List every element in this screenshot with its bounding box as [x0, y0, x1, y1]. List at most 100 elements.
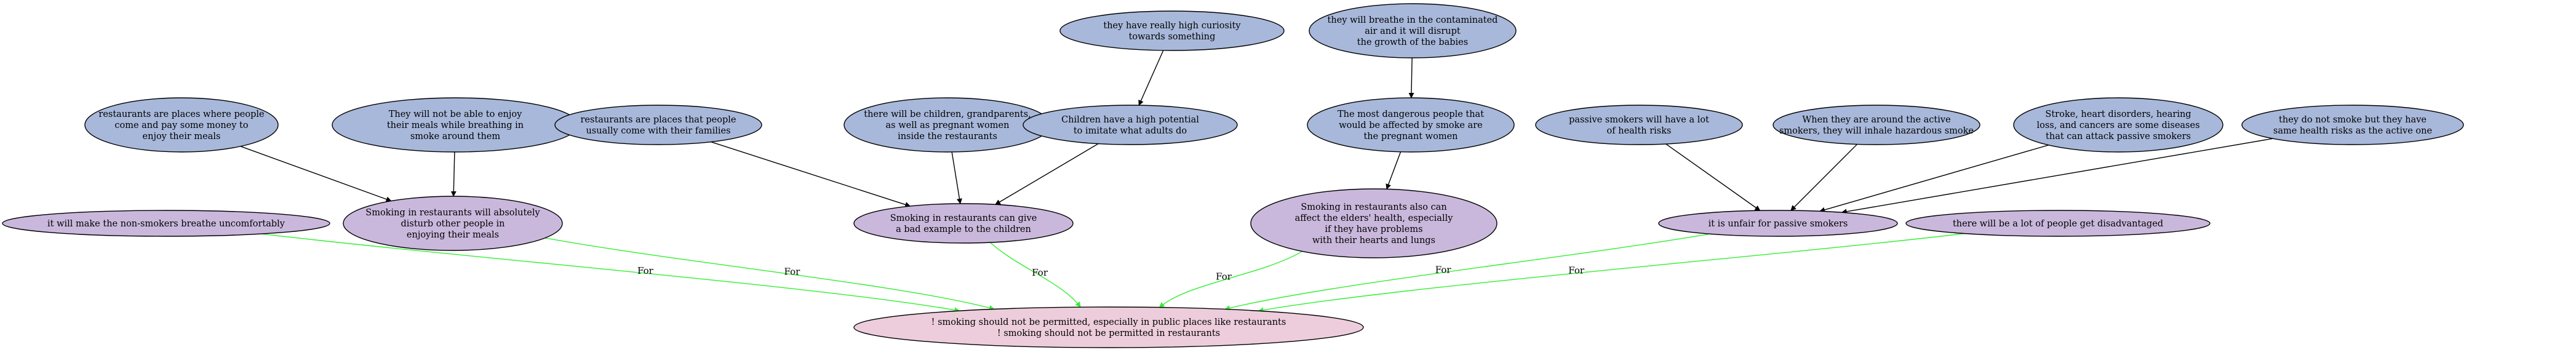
node-label-line: Smoking in restaurants also can: [1301, 202, 1446, 212]
edge-line: [544, 237, 995, 311]
node-ellipse: [84, 97, 279, 153]
node-label-line: Smoking in restaurants can give: [890, 213, 1037, 223]
node-label-line: restaurants are places that people: [581, 115, 736, 125]
premise-node-diseases: Stroke, heart disorders, hearing loss, an…: [2013, 97, 2223, 153]
node-label-line: The most dangerous people that: [1338, 110, 1484, 119]
edge-label: For: [637, 265, 654, 276]
edge-line: [951, 151, 962, 204]
node-ellipse: [1905, 210, 2211, 237]
node-ellipse: [1658, 210, 1898, 237]
support-edge-contaminated-air: [1408, 57, 1414, 98]
for-edge-elders: For: [1158, 250, 1303, 308]
node-label-line: usually come with their families: [586, 126, 730, 136]
node-ellipse: [2013, 97, 2223, 153]
node-label-line: affect the elders' health, especially: [1295, 213, 1454, 223]
node-ellipse: [1309, 3, 1517, 58]
for-edge-unfair: For: [1224, 233, 1710, 311]
node-label-line: it is unfair for passive smokers: [1709, 219, 1848, 229]
node-label-line: They will not be able to enjoy: [389, 110, 522, 119]
node-label-line: the growth of the babies: [1357, 38, 1468, 47]
conclusion-node-conclusion: ! smoking should not be permitted, espec…: [853, 306, 1364, 348]
node-ellipse: [1059, 10, 1285, 51]
support-edge-diseases: [1819, 145, 2049, 213]
support-edge-most-dangerous: [1386, 151, 1402, 190]
for-edge-uncomfortable: For: [261, 233, 960, 313]
support-edge-not-enjoy: [450, 151, 457, 197]
node-label-line: Stroke, heart disorders, hearing: [2045, 110, 2191, 119]
edge-line: [995, 143, 1099, 205]
support-edge-health-risks: [1665, 143, 1761, 211]
node-ellipse: [343, 196, 563, 251]
edge-label: For: [1568, 265, 1585, 276]
node-label-line: disturb other people in: [401, 219, 504, 229]
node-label-line: Children have a high potential: [1061, 115, 1199, 125]
node-label-line: with their hearts and lungs: [1312, 236, 1435, 245]
edge-line: [1819, 145, 2049, 213]
node-ellipse: [1307, 97, 1515, 153]
edge-label: For: [1216, 271, 1232, 282]
node-ellipse: [853, 203, 1074, 244]
edge-line: [1158, 250, 1303, 308]
edge-line: [240, 146, 392, 202]
support-edge-children-present: [951, 151, 962, 204]
edge-line: [1665, 143, 1761, 211]
node-ellipse: [1023, 105, 1238, 145]
for-edge-disturb: For: [544, 237, 995, 311]
node-label-line: inside the restaurants: [898, 132, 997, 142]
node-label-line: same health risks as the active one: [2273, 126, 2432, 136]
node-label-line: When they are around the active: [1802, 115, 1950, 125]
support-edge-imitate: [995, 143, 1099, 205]
node-label-line: they have really high curiosity: [1103, 21, 1241, 31]
node-label-line: enjoy their meals: [143, 132, 221, 142]
support-edge-inhale: [1790, 143, 1858, 211]
edge-line: [1258, 233, 1965, 313]
premise-node-families: restaurants are places that peopleusuall…: [554, 105, 762, 145]
support-edge-restaurants-pay: [240, 146, 392, 202]
node-label-line: towards something: [1129, 32, 1216, 42]
node-label-line: air and it will disrupt: [1365, 26, 1461, 36]
node-label-line: the pregnant women: [1363, 132, 1457, 142]
claim-node-unfair: it is unfair for passive smokers: [1658, 210, 1898, 237]
node-label-line: smoke around them: [410, 132, 501, 142]
claim-node-disturb: Smoking in restaurants will absolutelydi…: [343, 196, 563, 251]
edge-label: For: [784, 266, 801, 277]
node-label-line: it will make the non-smokers breathe unc…: [47, 219, 285, 229]
premise-node-inhale: When they are around the activesmokers, …: [1772, 105, 1980, 145]
node-label-line: passive smokers will have a lot: [1569, 115, 1709, 125]
node-label-line: they do not smoke but they have: [2279, 115, 2426, 125]
edge-line: [1841, 138, 2273, 215]
node-label-line: Smoking in restaurants will absolutely: [365, 208, 540, 218]
node-label-line: if they have problems: [1325, 225, 1422, 234]
claim-node-disadvantaged: there will be a lot of people get disadv…: [1905, 210, 2211, 237]
premise-node-most-dangerous: The most dangerous people that would be a…: [1307, 97, 1515, 153]
node-label-line: there will be a lot of people get disadv…: [1953, 219, 2163, 229]
support-edge-curiosity: [1138, 50, 1164, 106]
edge-line: [989, 242, 1081, 308]
edges-layer: For For For For For For: [240, 50, 2273, 313]
premise-node-children-present: there will be children, grandparents, as …: [843, 97, 1051, 153]
node-label-line: enjoying their meals: [407, 230, 499, 240]
node-label-line: smokers, they will inhale hazardous smok…: [1779, 126, 1974, 136]
node-label-line: to imitate what adults do: [1074, 126, 1187, 136]
edge-line: [711, 141, 911, 207]
edge-label: For: [1032, 267, 1048, 278]
edge-line: [1224, 233, 1710, 311]
node-ellipse: [1535, 105, 1743, 145]
node-label-line: restaurants are places where people: [98, 110, 264, 119]
node-label-line: loss, and cancers are some diseases: [2036, 121, 2199, 130]
node-ellipse: [853, 306, 1364, 348]
premise-node-contaminated-air: they will breathe in the contaminatedair…: [1309, 3, 1517, 58]
premise-node-not-enjoy: They will not be able to enjoy their meal…: [332, 97, 579, 153]
node-label-line: they will breathe in the contaminated: [1328, 15, 1498, 25]
for-edge-disadvantaged: For: [1258, 233, 1965, 313]
node-label-line: a bad example to the children: [896, 225, 1031, 234]
node-ellipse: [1250, 188, 1497, 258]
claim-node-bad-example: Smoking in restaurants can give a bad exa…: [853, 203, 1074, 244]
node-label-line: that can attack passive smokers: [2046, 132, 2191, 142]
claim-node-uncomfortable: it will make the non-smokers breathe unc…: [2, 210, 330, 237]
